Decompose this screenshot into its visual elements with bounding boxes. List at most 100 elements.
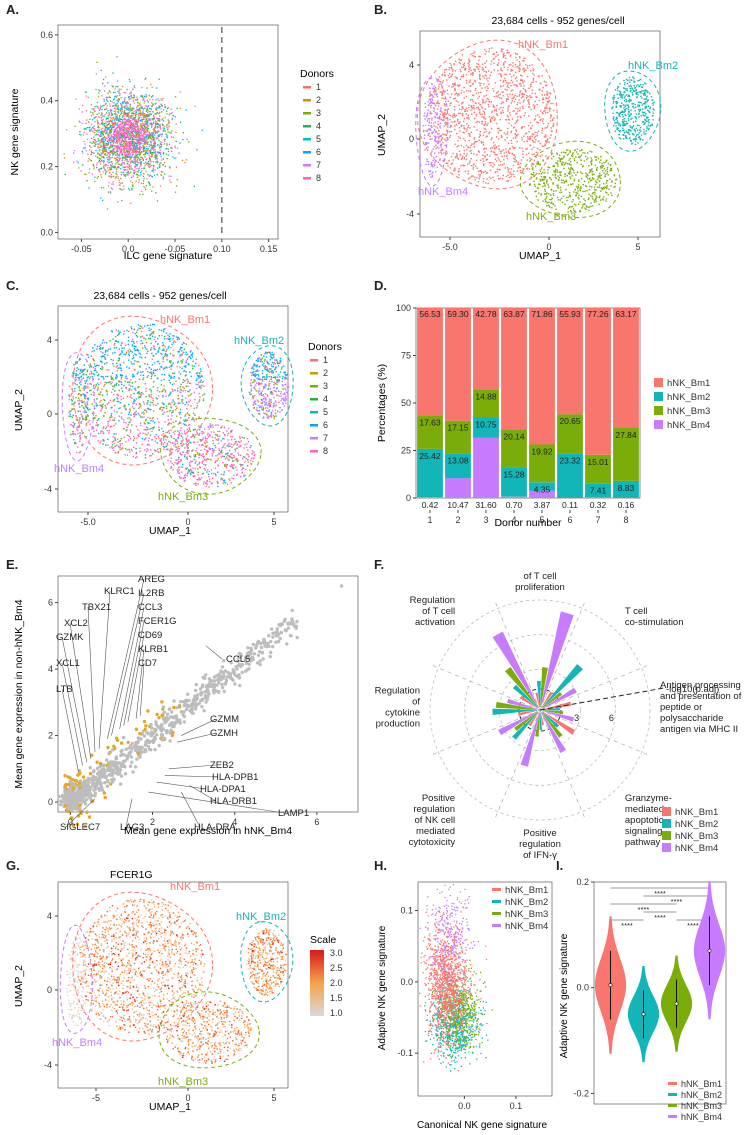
data-point [125, 169, 127, 171]
data-point [121, 132, 123, 134]
data-point [468, 68, 470, 70]
data-point [123, 129, 126, 131]
data-point [110, 157, 112, 159]
data-point [608, 188, 610, 190]
data-point [130, 144, 132, 146]
data-point [130, 135, 132, 137]
data-point [436, 112, 438, 114]
data-point [634, 87, 637, 89]
data-point [497, 127, 499, 130]
data-point [156, 160, 158, 162]
data-point [540, 82, 542, 84]
data-point [86, 127, 88, 129]
data-point [567, 149, 569, 151]
data-point [166, 113, 168, 115]
data-point [532, 81, 535, 83]
data-point [108, 112, 110, 114]
data-point [483, 147, 486, 150]
data-point [109, 146, 111, 148]
data-point [139, 110, 141, 112]
data-point [126, 115, 128, 118]
data-point [116, 159, 118, 161]
data-point [124, 148, 126, 150]
data-point [515, 107, 517, 110]
data-point [426, 130, 428, 132]
data-point [639, 129, 641, 131]
data-point [575, 194, 577, 196]
data-point [440, 118, 442, 121]
data-point [169, 167, 171, 169]
data-point [594, 164, 597, 166]
data-point [159, 147, 161, 149]
data-point [107, 134, 109, 137]
data-point [594, 156, 597, 158]
data-point [536, 187, 539, 189]
data-point [94, 134, 96, 136]
data-point [479, 133, 481, 135]
data-point [515, 129, 517, 131]
data-point [126, 106, 129, 108]
data-point [537, 140, 540, 142]
data-point [111, 161, 113, 163]
data-point [139, 128, 142, 131]
data-point [642, 84, 644, 86]
data-point [127, 166, 129, 169]
data-point [159, 126, 161, 128]
data-point [616, 100, 618, 103]
data-point [438, 137, 440, 140]
data-point [136, 146, 138, 149]
legend-swatch [303, 151, 311, 154]
data-point [644, 118, 646, 121]
data-point [154, 130, 156, 132]
data-point [470, 73, 472, 75]
data-point [545, 155, 547, 157]
data-point [619, 123, 621, 125]
data-point [148, 166, 150, 168]
data-point [440, 149, 442, 152]
data-point [154, 152, 157, 155]
data-point [158, 163, 161, 165]
data-point [510, 139, 512, 142]
data-point [503, 66, 505, 69]
data-point [476, 63, 478, 65]
data-point [108, 90, 110, 92]
data-point [106, 147, 108, 149]
data-point [159, 127, 161, 129]
data-point [160, 152, 162, 154]
data-point [628, 76, 630, 79]
data-point [630, 140, 632, 142]
data-point [616, 117, 618, 120]
data-point [539, 142, 541, 145]
data-point [589, 170, 591, 172]
data-point [142, 118, 145, 120]
data-point [166, 110, 168, 112]
data-point [630, 130, 632, 132]
data-point [468, 90, 470, 92]
data-point [98, 161, 100, 163]
data-point [544, 190, 546, 192]
data-point [560, 163, 563, 165]
data-point [102, 104, 104, 107]
data-point [100, 158, 102, 160]
data-point [605, 200, 607, 202]
data-point [542, 179, 544, 181]
data-point [95, 73, 97, 75]
data-point [130, 119, 132, 122]
data-point [120, 109, 122, 111]
data-point [118, 136, 121, 138]
data-point [589, 150, 591, 153]
data-point [152, 132, 154, 134]
data-point [523, 71, 525, 73]
data-point [590, 195, 592, 197]
data-point [97, 134, 99, 136]
data-point [533, 153, 535, 155]
data-point [651, 123, 654, 125]
data-point [158, 78, 160, 80]
data-point [128, 150, 131, 152]
data-point [100, 128, 102, 130]
data-point [584, 152, 586, 154]
data-point [446, 152, 448, 154]
data-point [479, 84, 481, 87]
data-point [128, 96, 130, 98]
data-point [603, 183, 605, 185]
